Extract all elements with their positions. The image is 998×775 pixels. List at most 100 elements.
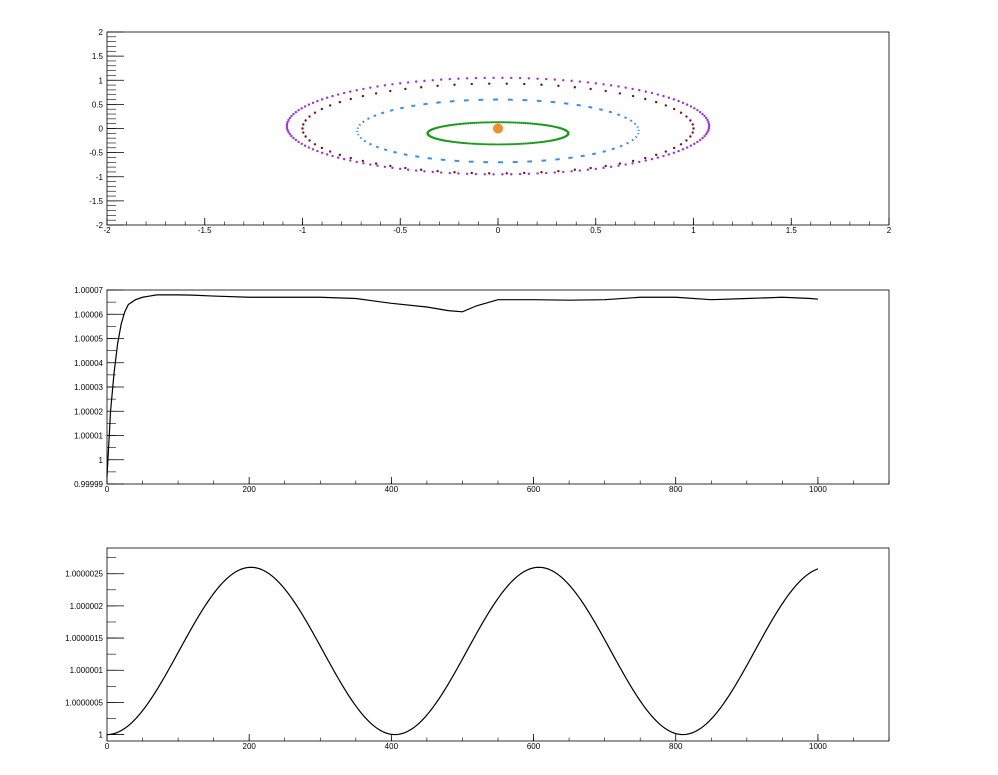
orbit-point (578, 80, 582, 83)
orbit-point (531, 141, 534, 145)
orbit-point (455, 123, 458, 126)
orbit-point (586, 81, 590, 84)
orbit-point (477, 121, 480, 124)
plot-frame (106, 289, 890, 485)
orbit-point (496, 121, 500, 124)
orbit-point (367, 117, 370, 121)
orbit-point (664, 104, 668, 107)
y-tick-label: 1.00002 (74, 407, 103, 416)
orbit-point (453, 83, 456, 86)
orbit-point (677, 99, 680, 103)
orbit-point (522, 142, 525, 145)
orbit-point (498, 143, 502, 146)
orbit-point (331, 94, 334, 98)
orbit-point (539, 123, 543, 126)
orbit-point (500, 121, 504, 124)
orbit-point (494, 121, 498, 124)
orbit-point (703, 114, 706, 118)
orbit-point (523, 171, 526, 175)
orbit-point (290, 114, 293, 118)
x-tick-label: 600 (527, 742, 541, 751)
orbit-point (359, 136, 363, 140)
orbit-point (619, 144, 623, 148)
orbit-point (325, 96, 329, 99)
orbit-point (307, 146, 311, 149)
orbit-point (498, 121, 502, 124)
orbit-point (419, 86, 423, 89)
orbit-point (510, 121, 514, 124)
orbit-point (512, 143, 516, 146)
orbit-point (320, 151, 324, 154)
orbit-point (287, 118, 290, 122)
orbit-point (563, 102, 569, 105)
orbit-point (545, 77, 548, 81)
orbit-point (672, 98, 676, 101)
orbit-point (294, 138, 298, 142)
orbit-point (531, 122, 534, 125)
orbit-point (624, 86, 627, 89)
orbit-point (415, 155, 420, 158)
orbit-point (304, 119, 307, 122)
orbit-point (701, 112, 704, 116)
orbit-point (287, 130, 290, 134)
orbit-point (404, 166, 407, 170)
orbit-point (540, 83, 543, 86)
orbit-point (479, 142, 482, 146)
orbit-point (427, 157, 433, 160)
orbit-point (423, 170, 426, 173)
orbit-point (578, 169, 582, 172)
orbit-point (527, 142, 531, 145)
orbit-point (624, 163, 627, 166)
orbit-point (336, 156, 340, 159)
x-tick-label: 1000 (809, 485, 827, 494)
orbit-point (462, 122, 465, 125)
orbit-point (631, 159, 635, 163)
orbit-point (492, 173, 495, 176)
y-tick-label: -2 (96, 221, 104, 230)
orbit-point (540, 171, 543, 174)
y-tick-label: 1.00001 (74, 432, 103, 441)
y-tick-label: -1 (96, 173, 104, 182)
orbit-point (285, 126, 289, 130)
orbit-point (464, 142, 467, 145)
orbit-point (492, 121, 496, 124)
orbit-point (342, 157, 346, 161)
orbit-point (488, 121, 492, 124)
orbit-point (368, 142, 372, 146)
orbit-point (349, 97, 352, 101)
orbit-point (534, 141, 538, 144)
orbit-point (656, 156, 660, 159)
orbit-point (465, 142, 469, 145)
orbit-point (482, 143, 486, 146)
orbit-point (355, 89, 358, 92)
orbit-point (313, 111, 317, 114)
orbit-point (524, 122, 527, 125)
orbit-point (706, 130, 709, 134)
orbit-point (448, 77, 451, 81)
orbit-point (462, 141, 465, 145)
orbit-point (701, 136, 704, 140)
orbit-point (311, 101, 315, 105)
y-tick-label: -1.5 (89, 197, 103, 206)
orbit-point (383, 148, 388, 152)
orbit-point (362, 87, 365, 91)
orbit-point (591, 152, 596, 156)
orbit-point (536, 77, 539, 80)
orbit-point (486, 121, 490, 124)
orbit-point (389, 89, 392, 93)
orbit-point (707, 122, 711, 126)
y-tick-label: 1.0000005 (65, 698, 103, 707)
orbit-point (406, 168, 410, 171)
orbit-point (320, 146, 324, 150)
orbit-point (594, 167, 598, 171)
orbit-point (285, 122, 289, 126)
orbit-point (638, 89, 641, 92)
y-tick-label: 1.000002 (70, 602, 104, 611)
orbit-point (504, 121, 508, 124)
orbit-point (681, 101, 685, 105)
x-tick-label: 1.5 (786, 226, 798, 235)
orbit-point (707, 120, 710, 124)
orbit-point (557, 169, 560, 173)
orbit-point (629, 119, 633, 123)
orbit-point (308, 139, 311, 142)
